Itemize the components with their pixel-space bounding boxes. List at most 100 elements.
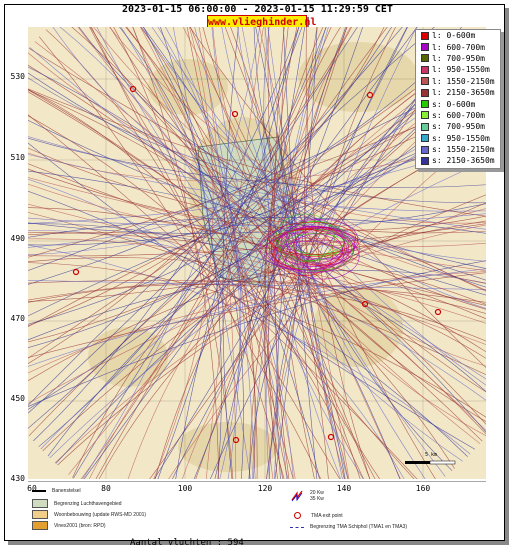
tma-exit-points [72, 85, 442, 444]
key-label: TMA exit point [311, 512, 343, 519]
flight-track [132, 27, 219, 479]
time-range-title: 2023-01-15 06:00:00 - 2023-01-15 11:29:5… [122, 4, 393, 15]
legend-label: s: 2150-3650m [432, 156, 495, 166]
flight-track [28, 183, 486, 248]
flight-track [89, 27, 415, 479]
flight-track [28, 88, 486, 217]
approach-track [293, 226, 346, 266]
legend-item: s: 1550-2150m [416, 144, 500, 155]
key-label: Begrenzing Luchthavengebied [54, 500, 122, 507]
flight-track [267, 27, 315, 479]
urban-swatch [32, 510, 48, 519]
flight-track [164, 27, 241, 479]
flight-track [248, 35, 477, 479]
flight-track [71, 27, 361, 479]
flight-track [59, 27, 294, 479]
flight-track [263, 27, 341, 479]
legend-item: l: 1550-2150m [416, 76, 500, 87]
flight-track [28, 136, 486, 230]
flight-track [34, 41, 486, 431]
flight-track [96, 27, 463, 462]
legend-label: l: 950-1550m [432, 65, 490, 75]
flight-track [109, 27, 486, 422]
y-tick: 490 [10, 234, 25, 243]
flight-track [28, 27, 352, 364]
flight-track [237, 27, 426, 479]
x-tick: 100 [177, 484, 193, 493]
flight-track-map [28, 27, 486, 479]
flight-track [78, 27, 486, 288]
key-wind: 20 Kw 35 Kw [290, 490, 324, 502]
y-tick: 510 [10, 153, 25, 162]
flight-track [28, 27, 403, 414]
legend-label: s: 950-1550m [432, 133, 490, 143]
flight-track [28, 268, 486, 367]
flight-track [28, 207, 486, 353]
flight-track [119, 27, 244, 479]
legend-swatch [421, 54, 429, 63]
key-label: Vinex2001 (bron: RPD) [54, 522, 106, 529]
key-luchthaven: Begrenzing Luchthavengebied [32, 499, 122, 508]
flight-track [28, 41, 482, 359]
flight-track [28, 262, 486, 418]
flight-track [109, 27, 486, 292]
grid-lines [28, 27, 486, 479]
flight-track [28, 260, 486, 407]
approach-track [268, 222, 357, 256]
flight-track [304, 27, 345, 479]
flight-track [194, 27, 256, 479]
flight-track [202, 27, 486, 393]
flight-track [140, 27, 296, 479]
flight-track [224, 27, 436, 479]
legend-swatch [421, 100, 429, 109]
x-tick: 80 [101, 484, 111, 493]
legend-label: l: 1550-2150m [432, 76, 495, 86]
legend-label: s: 1550-2150m [432, 145, 495, 155]
tma-exit-icon [294, 512, 301, 519]
approach-track [281, 219, 345, 265]
y-tick: 430 [10, 474, 25, 483]
key-tma-boundary: Begrenzing TMA Schiphol (TMA1 en TMA3) [290, 524, 407, 530]
y-tick: 470 [10, 314, 25, 323]
flight-track [77, 27, 481, 444]
flight-track [73, 27, 358, 479]
legend-label: l: 700-950m [432, 53, 485, 63]
legend-swatch [421, 122, 429, 131]
legend-swatch [421, 31, 429, 40]
flight-track [205, 27, 264, 479]
legend-item: l: 0-600m [416, 30, 500, 41]
key-label: Woonbebouwing (update RWS-MD 2001) [54, 511, 147, 518]
wind-icon [291, 490, 303, 502]
legend-item: l: 950-1550m [416, 64, 500, 75]
legend-label: s: 600-700m [432, 110, 485, 120]
scale-label: 5 km [425, 452, 438, 458]
flight-track [28, 115, 376, 479]
flight-track [91, 27, 341, 479]
tma-boundary-icon [290, 526, 304, 528]
flight-track [28, 91, 483, 442]
legend-swatch [421, 88, 429, 97]
flight-track [28, 213, 486, 226]
legend-label: l: 600-700m [432, 42, 485, 52]
x-tick: 140 [336, 484, 352, 493]
flight-track [125, 27, 349, 479]
flight-track [28, 220, 486, 382]
legend-swatch [421, 145, 429, 154]
legend-swatch [421, 65, 429, 74]
flight-track [28, 280, 486, 314]
flight-track [265, 27, 327, 479]
flight-track [305, 27, 371, 479]
flight-track [49, 160, 486, 459]
y-tick: 450 [10, 394, 25, 403]
legend-swatch [421, 156, 429, 165]
approach-track [274, 228, 334, 277]
airport-area-swatch [32, 499, 48, 508]
key-tma-exit: TMA exit point [290, 512, 343, 519]
flight-track [28, 89, 364, 479]
flight-track [82, 27, 260, 479]
legend-item: l: 600-700m [416, 41, 500, 52]
flight-track [45, 29, 285, 479]
key-banenstelsel: Banenstelsel [32, 488, 81, 494]
legend-item: l: 700-950m [416, 53, 500, 64]
flight-track [190, 27, 371, 479]
